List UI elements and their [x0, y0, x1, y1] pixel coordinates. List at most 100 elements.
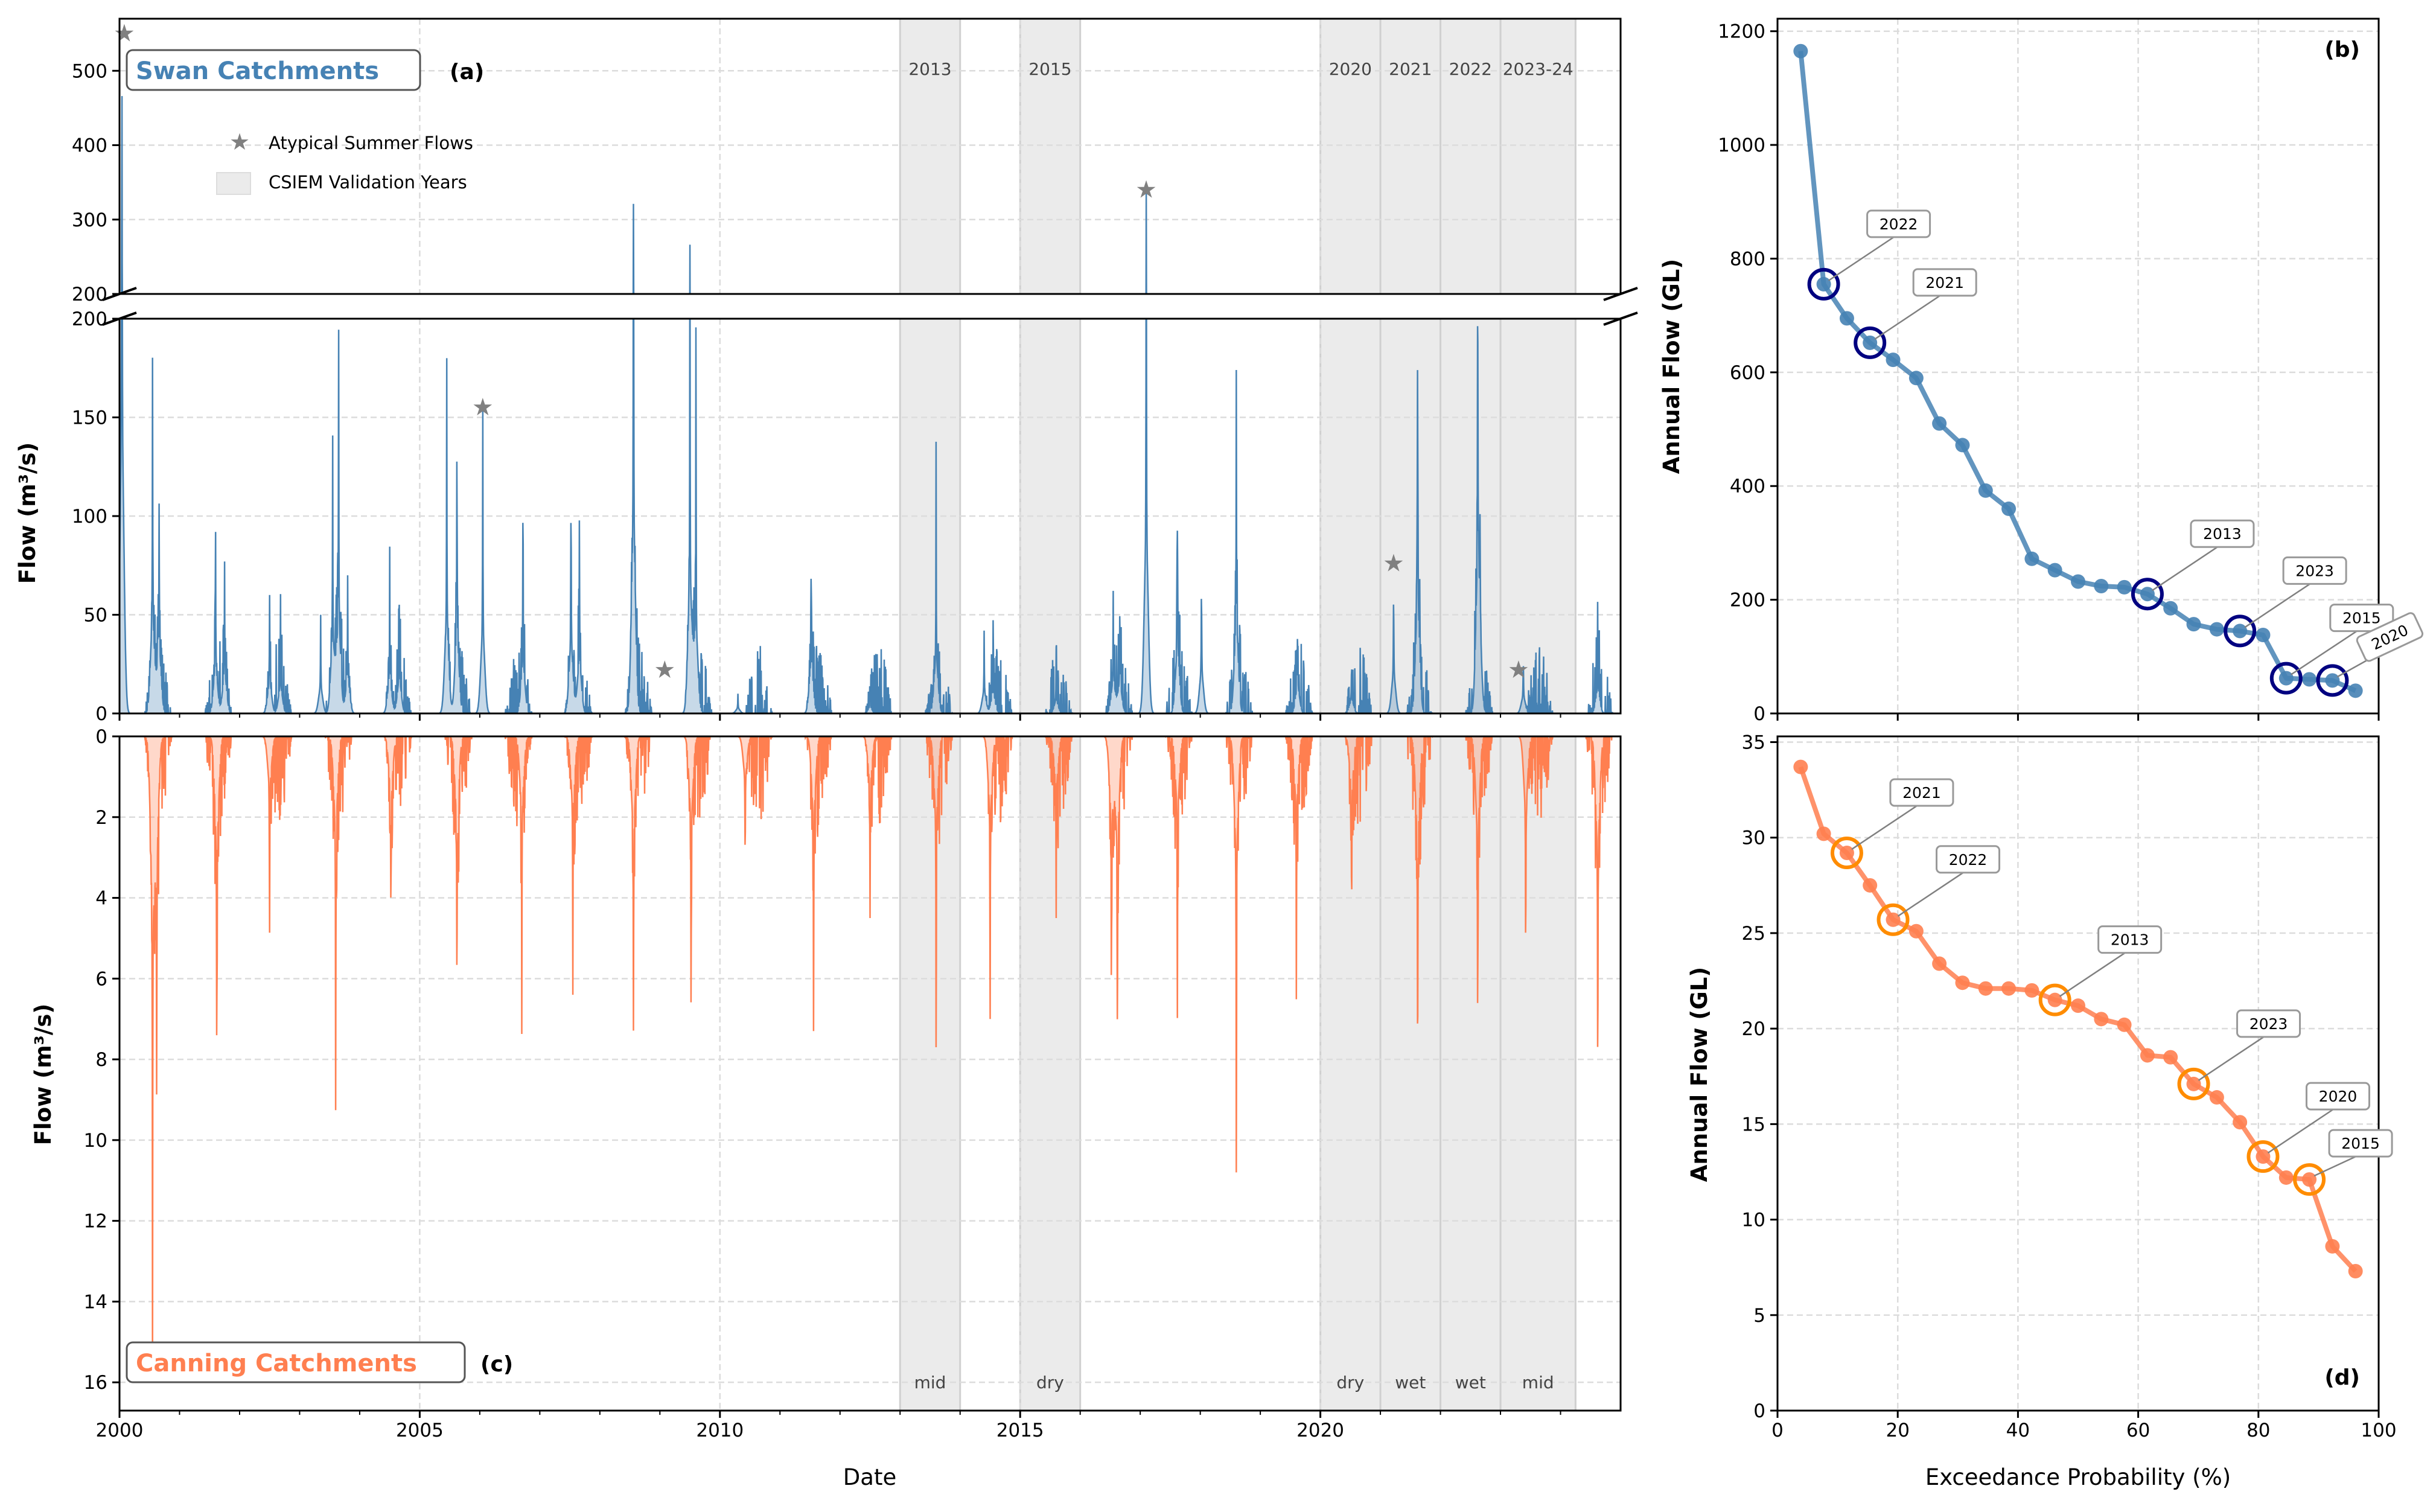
canning-exceedance-annotation: 2021: [1889, 778, 1954, 807]
band-year-label: 2013: [908, 59, 951, 79]
canning-exceedance-point: [1886, 912, 1901, 927]
band-year-label: 2020: [1329, 59, 1372, 79]
swan-flow-line: [120, 319, 1621, 713]
canning-title-box: [126, 1341, 466, 1383]
swan-exceedance-point: [1839, 311, 1854, 326]
panel-d-y-tick-label: 5: [1753, 1305, 1765, 1327]
band-year-label: 2022: [1449, 59, 1492, 79]
panel-c-label: (c): [480, 1352, 513, 1377]
canning-exceedance-annotation: 2015: [2328, 1129, 2393, 1158]
axis-break-gap: [118, 295, 1622, 317]
band-class-label: dry: [1336, 1373, 1364, 1392]
canning-exceedance-point: [2348, 1264, 2363, 1279]
swan-exceedance-point: [1816, 276, 1831, 292]
swan-exceedance-annotation: 2023: [2282, 556, 2347, 585]
panel-c-ylabel: Flow (m³/s): [30, 1004, 56, 1146]
swan-exceedance-point: [1978, 483, 1993, 498]
panel-c-y-tick-label: 16: [84, 1372, 107, 1394]
canning-exceedance-point: [2047, 992, 2062, 1007]
legend-star-icon: ★: [229, 129, 250, 155]
canning-exceedance-annotation: 2020: [2305, 1082, 2370, 1111]
canning-exceedance-point: [2163, 1050, 2178, 1065]
band-class-label: wet: [1455, 1373, 1486, 1392]
band-year-label: 2021: [1389, 59, 1432, 79]
panel-b-label: (b): [2324, 37, 2360, 62]
validation-band-2021: [1379, 18, 1442, 295]
legend-validation-label: CSIEM Validation Years: [269, 172, 467, 193]
annotation-box: [1912, 268, 1977, 297]
panel-d-x-tick-label: 80: [2246, 1420, 2270, 1441]
canning-exceedance-annotation: 2022: [1936, 845, 2001, 874]
swan-exceedance-point: [1863, 335, 1878, 350]
swan-exceedance-highlight-circle: [2316, 664, 2349, 697]
canning-exceedance-annotation: 2013: [2097, 925, 2163, 954]
swan-title-box: [126, 49, 421, 91]
canning-exceedance-annotation-leader: [2198, 1036, 2265, 1081]
panel-c-y-tick-label: 4: [95, 888, 107, 910]
panel-d-x-tick-label: 0: [1771, 1420, 1784, 1441]
validation-band-2022: [1440, 18, 1502, 295]
annotation-label: 2023: [2249, 1015, 2288, 1033]
canning-exceedance-highlight-circle: [2246, 1140, 2280, 1173]
panel-c-x-tick-label: 2005: [396, 1420, 444, 1441]
canning-exceedance-point: [1932, 956, 1947, 971]
panel-a-upper-y-tick-label: 500: [72, 60, 107, 82]
panel-c-y-tick-label: 12: [84, 1211, 107, 1233]
swan-exceedance-point: [2278, 671, 2294, 686]
annotation-label: 2020: [2319, 1088, 2358, 1105]
swan-exceedance-highlight-circle: [2224, 614, 2257, 648]
swan-exceedance-annotation: 2021: [1912, 268, 1977, 297]
panel-b-y-tick-label: 400: [1730, 476, 1765, 497]
swan-lower-series: [120, 319, 1621, 713]
swan-exceedance-point: [2071, 574, 2085, 589]
swan-exceedance-annotation-leader: [2152, 546, 2218, 592]
panel-a-ylabel: Flow (m³/s): [14, 442, 40, 584]
annotation-label: 2013: [2203, 525, 2242, 543]
canning-exceedance-annotation-leader: [2059, 952, 2126, 997]
canning-exceedance-point: [2233, 1115, 2248, 1130]
panel-b-y-tick-label: 0: [1753, 703, 1765, 725]
panel-a-lower-y-tick-label: 150: [72, 407, 107, 429]
panel-c-y-tick-label: 8: [95, 1049, 107, 1071]
canning-exceedance-point: [2140, 1048, 2155, 1063]
panel-c-x-tick-label: 2010: [696, 1420, 744, 1441]
canning-exceedance-point: [2094, 1012, 2109, 1027]
atypical-summer-flow-star-icon: ★: [1508, 656, 1529, 684]
annotation-box: [2328, 1129, 2393, 1158]
panel-a-upper-frame: [118, 18, 1622, 295]
panel-d-x-tick-label: 40: [2006, 1420, 2030, 1441]
swan-exceedance-point: [1955, 438, 1970, 453]
panel-d-frame: [1776, 735, 2380, 1412]
panel-c-y-tick-label: 6: [95, 968, 107, 990]
swan-exceedance-point: [2256, 628, 2271, 643]
swan-exceedance-point: [2325, 673, 2340, 688]
panel-b-y-tick-label: 1200: [1718, 21, 1765, 43]
panel-d-y-tick-label: 30: [1742, 828, 1765, 849]
panel-d-x-tick-label: 100: [2361, 1420, 2396, 1441]
swan-exceedance-point: [2140, 587, 2155, 602]
panel-d-y-tick-label: 35: [1742, 732, 1765, 753]
swan-exceedance-point: [1932, 416, 1947, 431]
canning-exceedance-point: [2256, 1149, 2271, 1164]
canning-exceedance-highlight-circle: [1876, 903, 1910, 936]
atypical-summer-flow-star-icon: ★: [472, 394, 494, 421]
canning-exceedance-highlight-circle: [2293, 1163, 2326, 1196]
annotation-box: [2097, 925, 2163, 954]
atypical-summer-flow-star-icon: ★: [1383, 549, 1405, 577]
swan-exceedance-annotation: 2022: [1866, 209, 1931, 238]
panel-d-y-tick-label: 10: [1742, 1210, 1765, 1231]
panel-d-y-tick-label: 25: [1742, 923, 1765, 945]
canning-exceedance-point: [2186, 1076, 2201, 1091]
swan-exceedance-annotation: 2015: [2329, 604, 2394, 633]
canning-exceedance-highlight-circle: [2038, 983, 2071, 1016]
swan-exceedance-point: [1908, 371, 1924, 386]
panel-c-y-tick-label: 0: [95, 726, 107, 748]
panel-c-x-tick-label: 2020: [1296, 1420, 1344, 1441]
panel-c-x-tick-label: 2015: [996, 1420, 1044, 1441]
swan-exceedance-point: [2047, 563, 2062, 578]
legend: ★ Atypical Summer Flows CSIEM Validation…: [216, 129, 473, 195]
panel-a-lower-y-tick-label: 0: [95, 703, 107, 725]
canning-exceedance-highlight-circle: [1830, 837, 1863, 870]
canning-exceedance-point: [1816, 826, 1831, 841]
